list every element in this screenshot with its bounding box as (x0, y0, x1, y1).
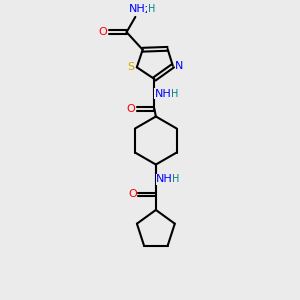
Text: N: N (175, 61, 184, 71)
Text: H: H (148, 4, 155, 14)
Text: NH: NH (128, 4, 145, 14)
Text: S: S (127, 62, 134, 72)
Text: O: O (127, 104, 135, 114)
Text: 2: 2 (144, 6, 149, 15)
Text: O: O (99, 27, 107, 37)
Text: NH: NH (155, 89, 172, 99)
Text: NH: NH (156, 175, 173, 184)
Text: H: H (171, 89, 178, 99)
Text: H: H (172, 175, 179, 184)
Text: O: O (128, 189, 137, 200)
